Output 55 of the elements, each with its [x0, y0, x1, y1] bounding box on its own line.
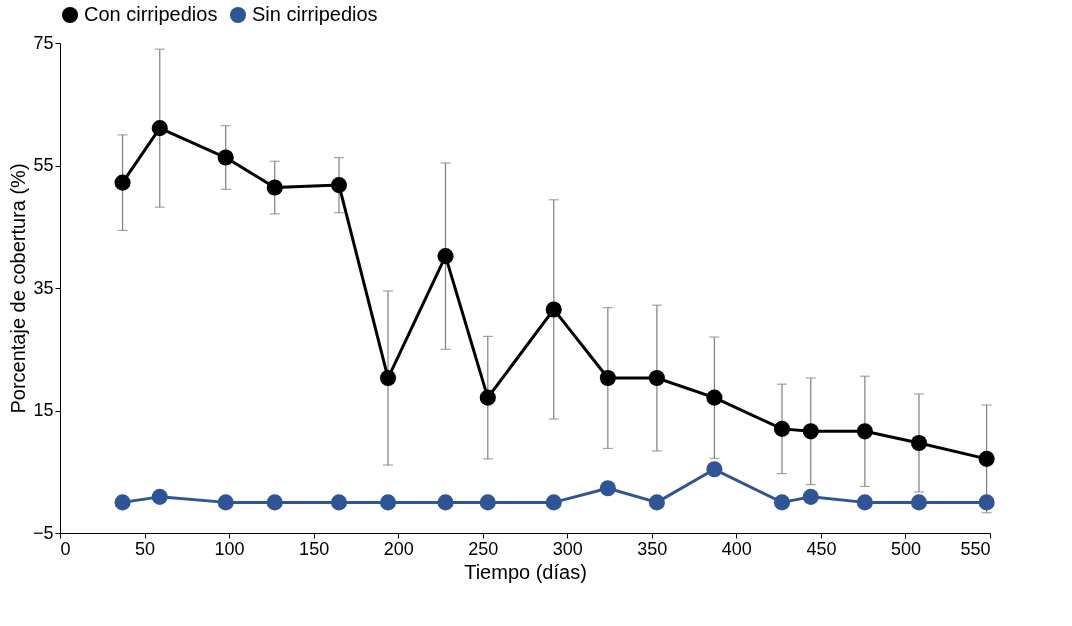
x-tick-label: 0 [60, 538, 71, 559]
y-axis-title: Porcentaje de cobertura (%) [6, 163, 29, 414]
point [437, 494, 454, 511]
point [479, 494, 496, 511]
point [978, 450, 995, 467]
point [773, 420, 791, 437]
point [648, 369, 665, 387]
point [856, 494, 873, 511]
point [151, 488, 168, 505]
x-tick-label: 200 [383, 538, 414, 559]
point [599, 480, 616, 497]
point [910, 494, 928, 511]
y-tick-label: −5 [32, 522, 54, 543]
point [379, 494, 397, 511]
x-tick-label: 450 [806, 538, 837, 559]
point [114, 494, 131, 511]
point [437, 248, 454, 265]
point [599, 369, 616, 387]
point [706, 389, 723, 406]
point [648, 494, 665, 511]
point [545, 301, 562, 318]
point [266, 179, 283, 196]
point [706, 461, 723, 478]
point [802, 423, 819, 440]
x-tick-label: 550 [960, 538, 991, 559]
point [330, 177, 348, 194]
point [151, 120, 168, 137]
x-tick-label: 100 [214, 538, 245, 559]
x-axis-title: Tiempo (días) [464, 560, 587, 583]
point [266, 494, 283, 511]
point [856, 423, 873, 440]
point [114, 174, 131, 191]
point [217, 494, 234, 511]
x-tick-label: 250 [468, 538, 499, 559]
legend-label: Sin cirripedios [252, 3, 378, 25]
point [545, 494, 562, 511]
legend-label: Con cirripedios [84, 3, 218, 25]
point [330, 494, 348, 511]
y-tick-label: 15 [33, 400, 54, 420]
x-tick-label: 300 [552, 538, 583, 559]
x-tick-label: 50 [135, 538, 156, 559]
point [217, 149, 234, 166]
point [379, 369, 397, 387]
x-tick-label: 150 [299, 538, 330, 559]
y-tick-label: 75 [33, 32, 54, 53]
y-tick-label: 35 [33, 277, 54, 298]
point [910, 434, 928, 452]
point [773, 494, 791, 511]
x-tick-label: 400 [721, 538, 752, 559]
point [802, 488, 819, 505]
y-tick-label: 55 [33, 155, 54, 175]
point [479, 389, 496, 406]
point [978, 494, 995, 511]
x-tick-label: 500 [890, 538, 921, 559]
x-tick-label: 350 [637, 538, 668, 559]
